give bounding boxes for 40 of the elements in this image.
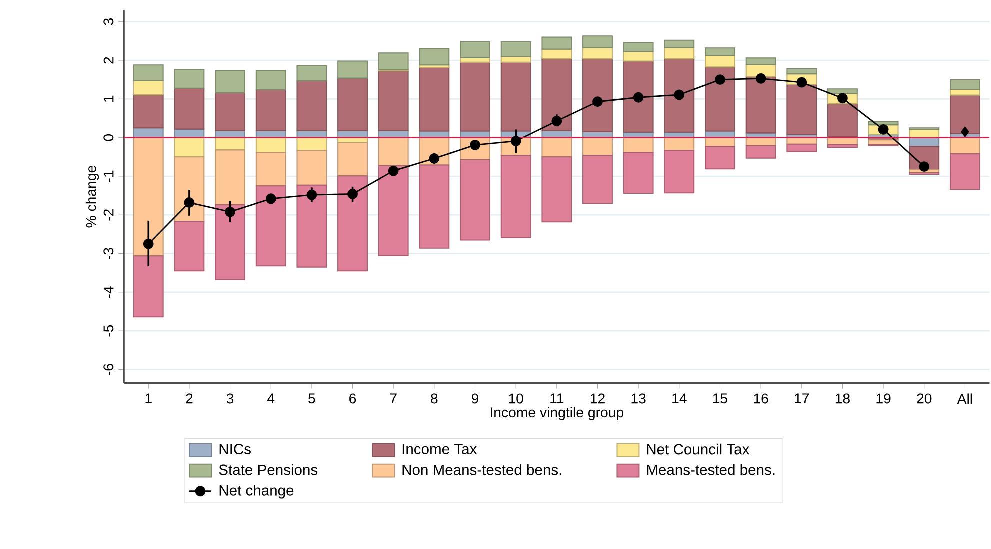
x-tick-label: 12 — [590, 394, 605, 404]
y-tick-label: -1 — [104, 170, 114, 182]
x-tick-label: 15 — [713, 394, 728, 404]
x-tick-label: 11 — [550, 394, 564, 404]
y-tick-label: -2 — [104, 209, 114, 221]
y-tick-label: 1 — [104, 96, 114, 102]
x-tick-label: 19 — [876, 394, 891, 404]
x-tick-label: 20 — [917, 394, 932, 404]
x-tick-label: 1 — [146, 394, 152, 404]
legend-label: NICs — [220, 444, 251, 454]
y-tick-label: -6 — [104, 364, 114, 376]
x-tick-label: 17 — [795, 394, 810, 404]
x-tick-label: 6 — [350, 394, 356, 404]
y-tick-label: -4 — [104, 286, 114, 298]
x-tick-label: 5 — [308, 394, 316, 404]
x-tick-label: 13 — [632, 394, 646, 404]
y-axis-title: % change — [86, 166, 100, 228]
y-tick-label: 2 — [104, 57, 114, 64]
y-tick-label: 0 — [104, 134, 114, 142]
legend-label: State Pensions — [219, 464, 318, 476]
y-tick-label: 3 — [104, 18, 114, 26]
legend-label: Net change — [220, 484, 294, 499]
x-tick-label: 10 — [509, 394, 524, 404]
legend-label: Non Means-tested bens. — [402, 464, 562, 476]
x-tick-label: All — [957, 394, 972, 404]
x-tick-label: 8 — [431, 394, 438, 404]
y-tick-label: -3 — [104, 248, 114, 260]
x-tick-label: 9 — [472, 394, 479, 404]
legend-label: Income Tax — [402, 444, 478, 454]
x-tick-label: 16 — [754, 394, 768, 404]
x-axis-title: Income vingtile group — [490, 407, 624, 420]
legend-label: Net Council Tax — [647, 444, 750, 455]
x-tick-label: 3 — [226, 394, 234, 404]
x-tick-label: 7 — [390, 394, 397, 404]
x-tick-label: 14 — [672, 394, 687, 404]
x-tick-label: 2 — [186, 394, 193, 404]
x-tick-label: 4 — [268, 394, 275, 404]
y-tick-label: -5 — [104, 325, 114, 337]
legend-label: Means-tested bens. — [647, 464, 775, 476]
x-tick-label: 18 — [836, 394, 850, 404]
